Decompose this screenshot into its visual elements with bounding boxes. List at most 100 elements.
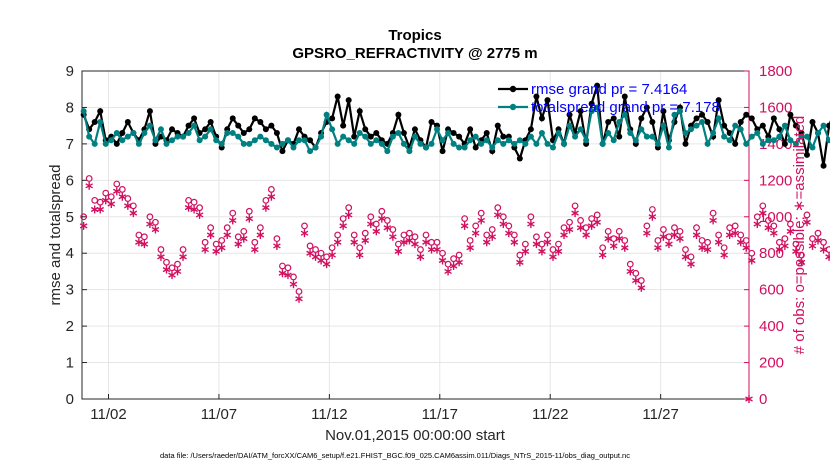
data-point-rmse bbox=[229, 115, 236, 122]
data-point-totalspread bbox=[820, 122, 827, 129]
data-point-rmse bbox=[594, 82, 601, 89]
marker-possible bbox=[698, 237, 706, 244]
marker-assimilated bbox=[825, 252, 830, 261]
data-point-rmse bbox=[577, 108, 584, 115]
data-point-totalspread bbox=[500, 140, 507, 147]
data-point-totalspread bbox=[815, 129, 822, 136]
series-layer bbox=[79, 82, 830, 403]
marker-possible bbox=[240, 227, 248, 235]
marker-assimilated bbox=[615, 234, 624, 243]
data-point-rmse bbox=[450, 129, 457, 136]
data-point-rmse bbox=[185, 122, 192, 129]
marker-assimilated bbox=[742, 243, 751, 252]
data-point-rmse bbox=[356, 108, 363, 115]
data-point-totalspread bbox=[467, 137, 474, 144]
data-point-rmse bbox=[732, 140, 739, 147]
data-point-rmse bbox=[351, 133, 358, 140]
data-point-rmse bbox=[809, 119, 816, 126]
data-point-totalspread bbox=[329, 126, 336, 133]
data-point-totalspread bbox=[561, 140, 568, 147]
marker-possible bbox=[753, 213, 761, 221]
marker-possible bbox=[566, 218, 573, 226]
data-point-rmse bbox=[273, 129, 280, 136]
marker-possible bbox=[571, 202, 579, 210]
data-point-rmse bbox=[660, 108, 667, 115]
data-point-rmse bbox=[329, 115, 336, 122]
marker-assimilated bbox=[665, 240, 673, 249]
data-point-totalspread bbox=[494, 137, 501, 144]
data-point-totalspread bbox=[682, 129, 689, 136]
marker-possible bbox=[328, 244, 336, 252]
data-point-rmse bbox=[621, 93, 628, 100]
data-point-totalspread bbox=[169, 137, 176, 144]
data-point-totalspread bbox=[124, 133, 131, 140]
data-point-totalspread bbox=[621, 111, 628, 118]
x-tick-label: 11/22 bbox=[532, 406, 568, 423]
data-point-totalspread bbox=[527, 133, 534, 140]
marker-possible bbox=[660, 226, 667, 233]
legend-label: rmse grand pr = 7.4164 bbox=[531, 81, 687, 98]
data-point-totalspread bbox=[141, 129, 148, 136]
data-point-totalspread bbox=[693, 122, 700, 129]
marker-assimilated bbox=[764, 223, 773, 232]
y-axis-left-label: rmse and totalspread bbox=[47, 165, 64, 306]
data-point-totalspread bbox=[119, 137, 126, 144]
marker-assimilated bbox=[118, 192, 127, 201]
data-point-totalspread bbox=[721, 133, 728, 140]
data-point-totalspread bbox=[770, 137, 777, 144]
data-point-totalspread bbox=[334, 140, 341, 147]
data-point-totalspread bbox=[516, 137, 523, 144]
data-point-totalspread bbox=[792, 140, 799, 147]
marker-possible bbox=[245, 207, 253, 215]
marker-assimilated bbox=[709, 216, 717, 225]
data-point-rmse bbox=[494, 122, 501, 129]
marker-possible bbox=[803, 211, 811, 219]
data-point-totalspread bbox=[461, 144, 468, 151]
marker-assimilated bbox=[239, 234, 248, 243]
data-point-totalspread bbox=[809, 144, 816, 151]
marker-possible bbox=[372, 220, 380, 228]
data-point-totalspread bbox=[533, 140, 540, 147]
marker-possible bbox=[378, 207, 386, 215]
marker-assimilated bbox=[151, 225, 160, 234]
series-obs-assimilated bbox=[79, 181, 830, 303]
marker-possible bbox=[157, 246, 165, 253]
marker-possible bbox=[356, 244, 364, 252]
data-point-totalspread bbox=[213, 137, 220, 144]
marker-assimilated bbox=[731, 229, 740, 238]
marker-possible bbox=[472, 222, 480, 230]
marker-possible bbox=[284, 264, 292, 272]
marker-possible bbox=[406, 229, 413, 237]
data-point-totalspread bbox=[549, 144, 556, 151]
data-point-rmse bbox=[373, 129, 380, 136]
marker-possible bbox=[477, 209, 485, 217]
marker-assimilated bbox=[372, 227, 381, 236]
data-point-totalspread bbox=[627, 129, 634, 136]
marker-possible bbox=[682, 246, 689, 253]
data-point-rmse bbox=[638, 115, 645, 122]
data-point-totalspread bbox=[395, 129, 402, 136]
data-point-totalspread bbox=[654, 140, 661, 147]
footer-data-file: data file: /Users/raeder/DAI/ATM_forcXX/… bbox=[160, 451, 630, 460]
y-left-tick-label: 9 bbox=[66, 63, 74, 80]
marker-assimilated bbox=[692, 231, 701, 239]
marker-possible bbox=[671, 224, 678, 232]
data-point-rmse bbox=[803, 151, 810, 158]
marker-assimilated bbox=[173, 267, 182, 276]
data-point-rmse bbox=[533, 93, 540, 100]
marker-assimilated bbox=[124, 201, 132, 210]
marker-assimilated bbox=[620, 243, 629, 252]
marker-possible bbox=[715, 231, 723, 239]
marker-possible bbox=[367, 213, 375, 221]
marker-possible bbox=[455, 251, 463, 259]
data-point-totalspread bbox=[411, 133, 418, 140]
data-point-rmse bbox=[715, 97, 722, 104]
x-tick-label: 11/07 bbox=[201, 406, 237, 423]
marker-assimilated bbox=[676, 234, 684, 243]
marker-possible bbox=[521, 240, 529, 248]
marker-assimilated bbox=[90, 205, 99, 214]
y-left-tick-label: 1 bbox=[66, 355, 74, 372]
marker-possible bbox=[400, 231, 408, 239]
marker-possible bbox=[544, 231, 551, 239]
marker-assimilated bbox=[146, 220, 154, 229]
